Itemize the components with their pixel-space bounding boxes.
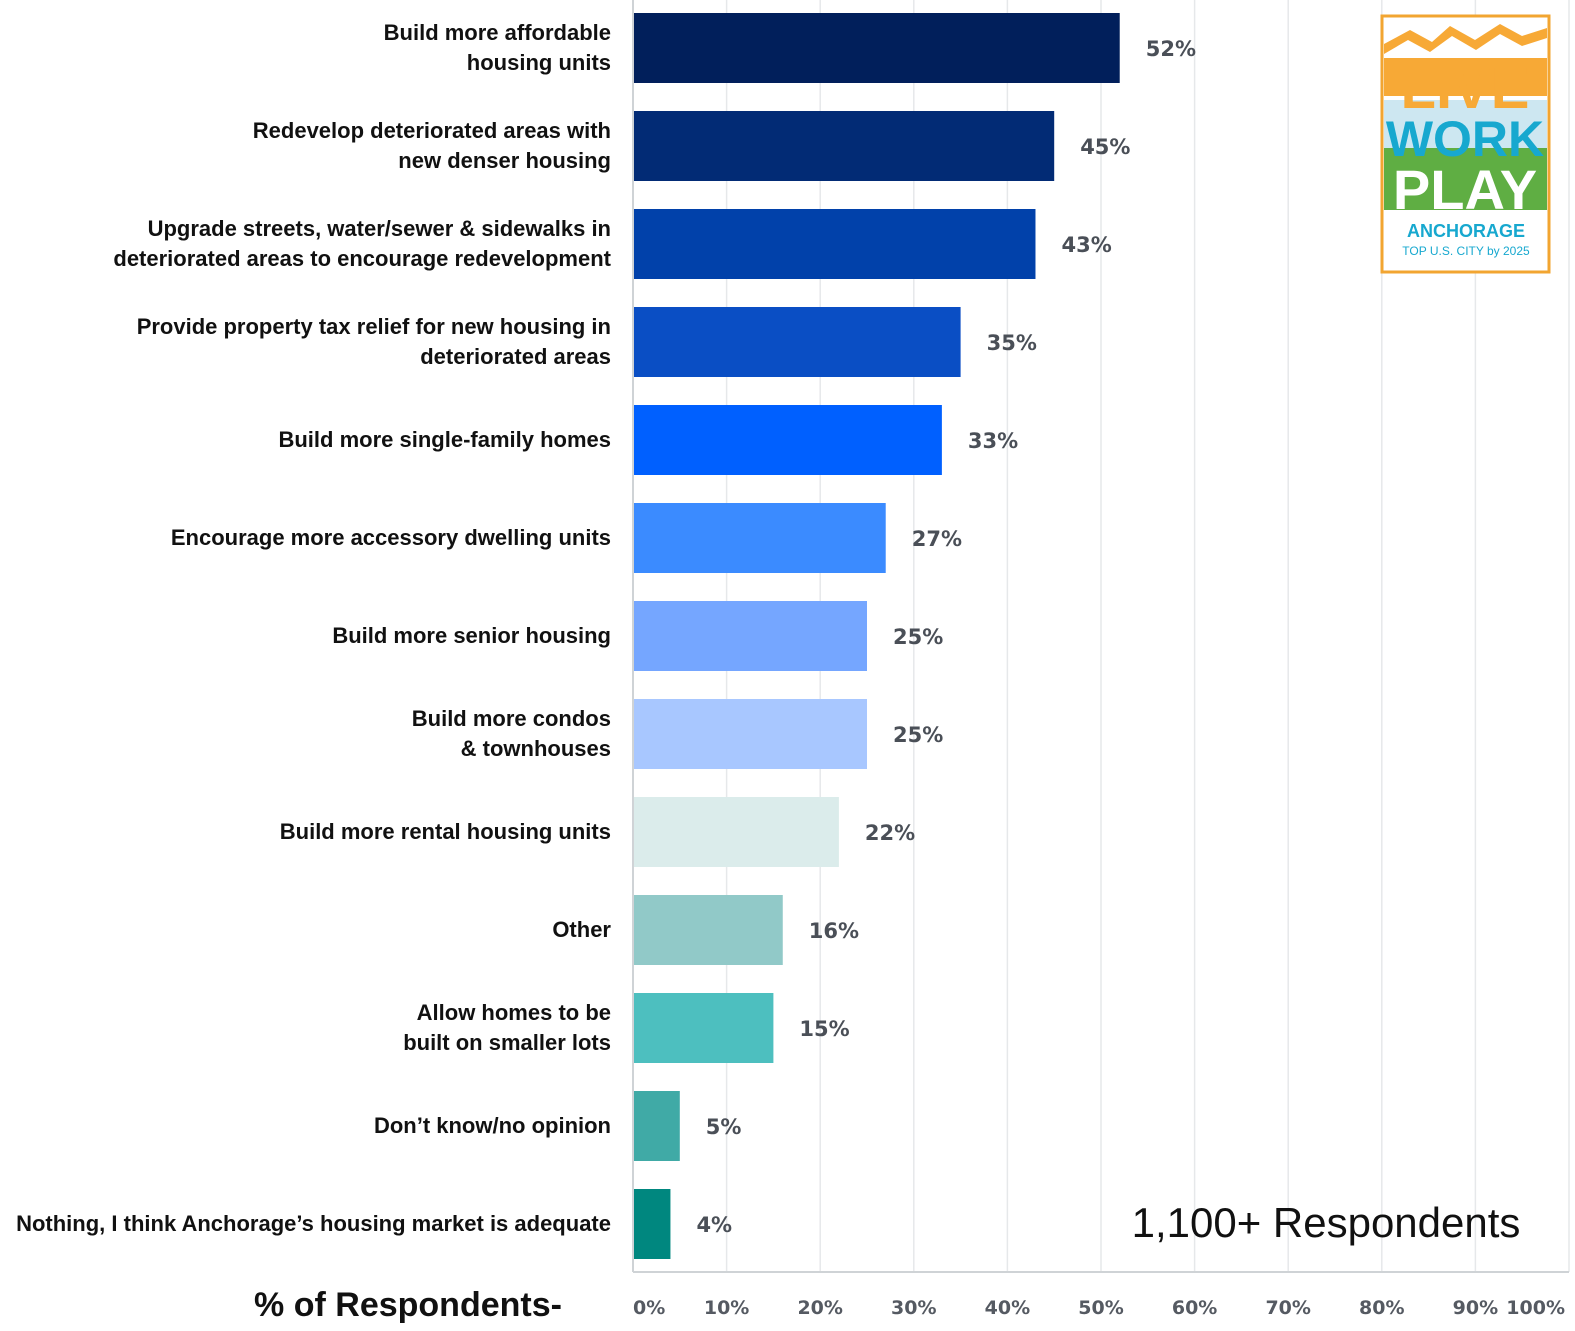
- bar: [634, 1189, 671, 1259]
- logo-grass: [1384, 148, 1547, 210]
- bar: [634, 797, 839, 867]
- x-tick-label: 40%: [985, 1297, 1030, 1319]
- bars: [634, 13, 1120, 1259]
- bar: [634, 601, 867, 671]
- bar: [634, 895, 783, 965]
- bar: [634, 13, 1120, 83]
- bar: [634, 1091, 680, 1161]
- x-tick-label: 70%: [1265, 1297, 1310, 1319]
- bar: [634, 307, 961, 377]
- value-label: 4%: [696, 1213, 732, 1237]
- value-label: 52%: [1146, 37, 1196, 61]
- category-label: new denser housing: [398, 148, 611, 173]
- bar: [634, 699, 867, 769]
- x-tick-label: 50%: [1078, 1297, 1123, 1319]
- category-label: built on smaller lots: [403, 1030, 611, 1055]
- category-label: deteriorated areas: [420, 344, 611, 369]
- category-label: Build more condos: [412, 706, 611, 731]
- logo-city-text: ANCHORAGE: [1407, 221, 1525, 241]
- category-label: Provide property tax relief for new hous…: [137, 314, 611, 339]
- value-label: 15%: [799, 1017, 849, 1041]
- category-label: deteriorated areas to encourage redevelo…: [113, 246, 611, 271]
- logo-sky: [1384, 100, 1547, 148]
- value-labels: 52% 45% 43% 35% 33% 27% 25% 25% 22% 16% 15% 5% 4%: [696, 37, 1196, 1237]
- respondents-annotation: 1,100+ Respondents: [1132, 1199, 1521, 1246]
- category-labels: Build more affordable housing units Redeve…: [16, 20, 612, 1236]
- category-label: Build more affordable: [384, 20, 611, 45]
- x-tick-label: 90%: [1453, 1297, 1498, 1319]
- category-label: Build more single-family homes: [278, 427, 611, 452]
- logo-play-text: PLAY: [1393, 158, 1537, 221]
- value-label: 16%: [809, 919, 859, 943]
- bar: [634, 111, 1055, 181]
- live-work-play-logo: LIVE WORK PLAY ANCHORAGE TOP U.S. CITY b…: [1380, 14, 1551, 274]
- category-label: Encourage more accessory dwelling units: [171, 525, 611, 550]
- logo-live-text: LIVE: [1401, 56, 1530, 121]
- logo-tagline-text: TOP U.S. CITY by 2025: [1402, 244, 1530, 258]
- x-tick-label: 80%: [1359, 1297, 1404, 1319]
- value-label: 43%: [1061, 233, 1111, 257]
- value-label: 25%: [893, 625, 943, 649]
- bar: [634, 209, 1036, 279]
- logo-work-text: WORK: [1386, 111, 1544, 167]
- value-label: 35%: [987, 331, 1037, 355]
- category-label: Redevelop deteriorated areas with: [253, 118, 611, 143]
- x-tick-labels: 0% 10% 20% 30% 40% 50% 60% 70% 80% 90% 100%: [633, 1297, 1565, 1319]
- value-label: 27%: [912, 527, 962, 551]
- x-tick-label: 30%: [891, 1297, 936, 1319]
- category-label: Allow homes to be: [417, 1000, 611, 1025]
- category-label: Upgrade streets, water/sewer & sidewalks…: [148, 216, 611, 241]
- category-label: housing units: [467, 50, 611, 75]
- value-label: 22%: [865, 821, 915, 845]
- x-tick-label: 10%: [704, 1297, 749, 1319]
- category-label: & townhouses: [461, 736, 611, 761]
- category-label: Build more rental housing units: [280, 819, 611, 844]
- value-label: 25%: [893, 723, 943, 747]
- value-label: 45%: [1080, 135, 1130, 159]
- x-tick-label: 20%: [797, 1297, 842, 1319]
- category-label: Build more senior housing: [332, 623, 611, 648]
- bar: [634, 993, 774, 1063]
- value-label: 5%: [706, 1115, 742, 1139]
- category-label: Don’t know/no opinion: [374, 1113, 611, 1138]
- bar: [634, 405, 942, 475]
- x-tick-label: 100%: [1506, 1297, 1565, 1319]
- bar: [634, 503, 886, 573]
- category-label: Nothing, I think Anchorage’s housing mar…: [16, 1211, 611, 1236]
- x-axis-title: % of Respondents-: [254, 1286, 562, 1324]
- logo-snow: [1384, 34, 1547, 58]
- x-tick-label: 0%: [633, 1297, 665, 1319]
- x-tick-label: 60%: [1172, 1297, 1217, 1319]
- category-label: Other: [552, 917, 611, 942]
- value-label: 33%: [968, 429, 1018, 453]
